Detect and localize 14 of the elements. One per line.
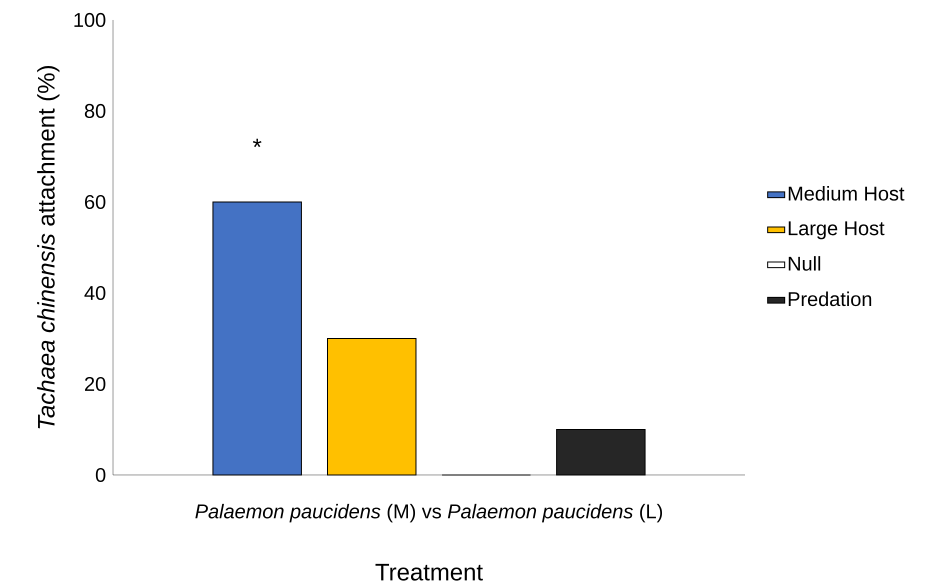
y-tick-label: 80 <box>84 104 106 118</box>
annotation: * <box>252 138 262 148</box>
legend-label: Medium Host <box>788 186 904 201</box>
x-tick-label: Palaemon paucidens (M) vs Palaemon paucidens (L) <box>195 504 662 522</box>
legend-label: Large Host <box>788 221 884 240</box>
y-tick-label: 60 <box>85 194 106 210</box>
legend-label: Predation <box>788 292 872 306</box>
x-axis-title: Treatment <box>376 564 483 581</box>
y-tick-label: 20 <box>85 376 106 392</box>
y-tick-label: 100 <box>74 12 106 28</box>
y-tick-label: 40 <box>84 286 106 300</box>
y-axis-title: Tachaea chinensis attachment (%) <box>37 66 60 428</box>
y-tick-label: 0 <box>96 468 106 482</box>
legend-label: Null <box>788 256 820 271</box>
